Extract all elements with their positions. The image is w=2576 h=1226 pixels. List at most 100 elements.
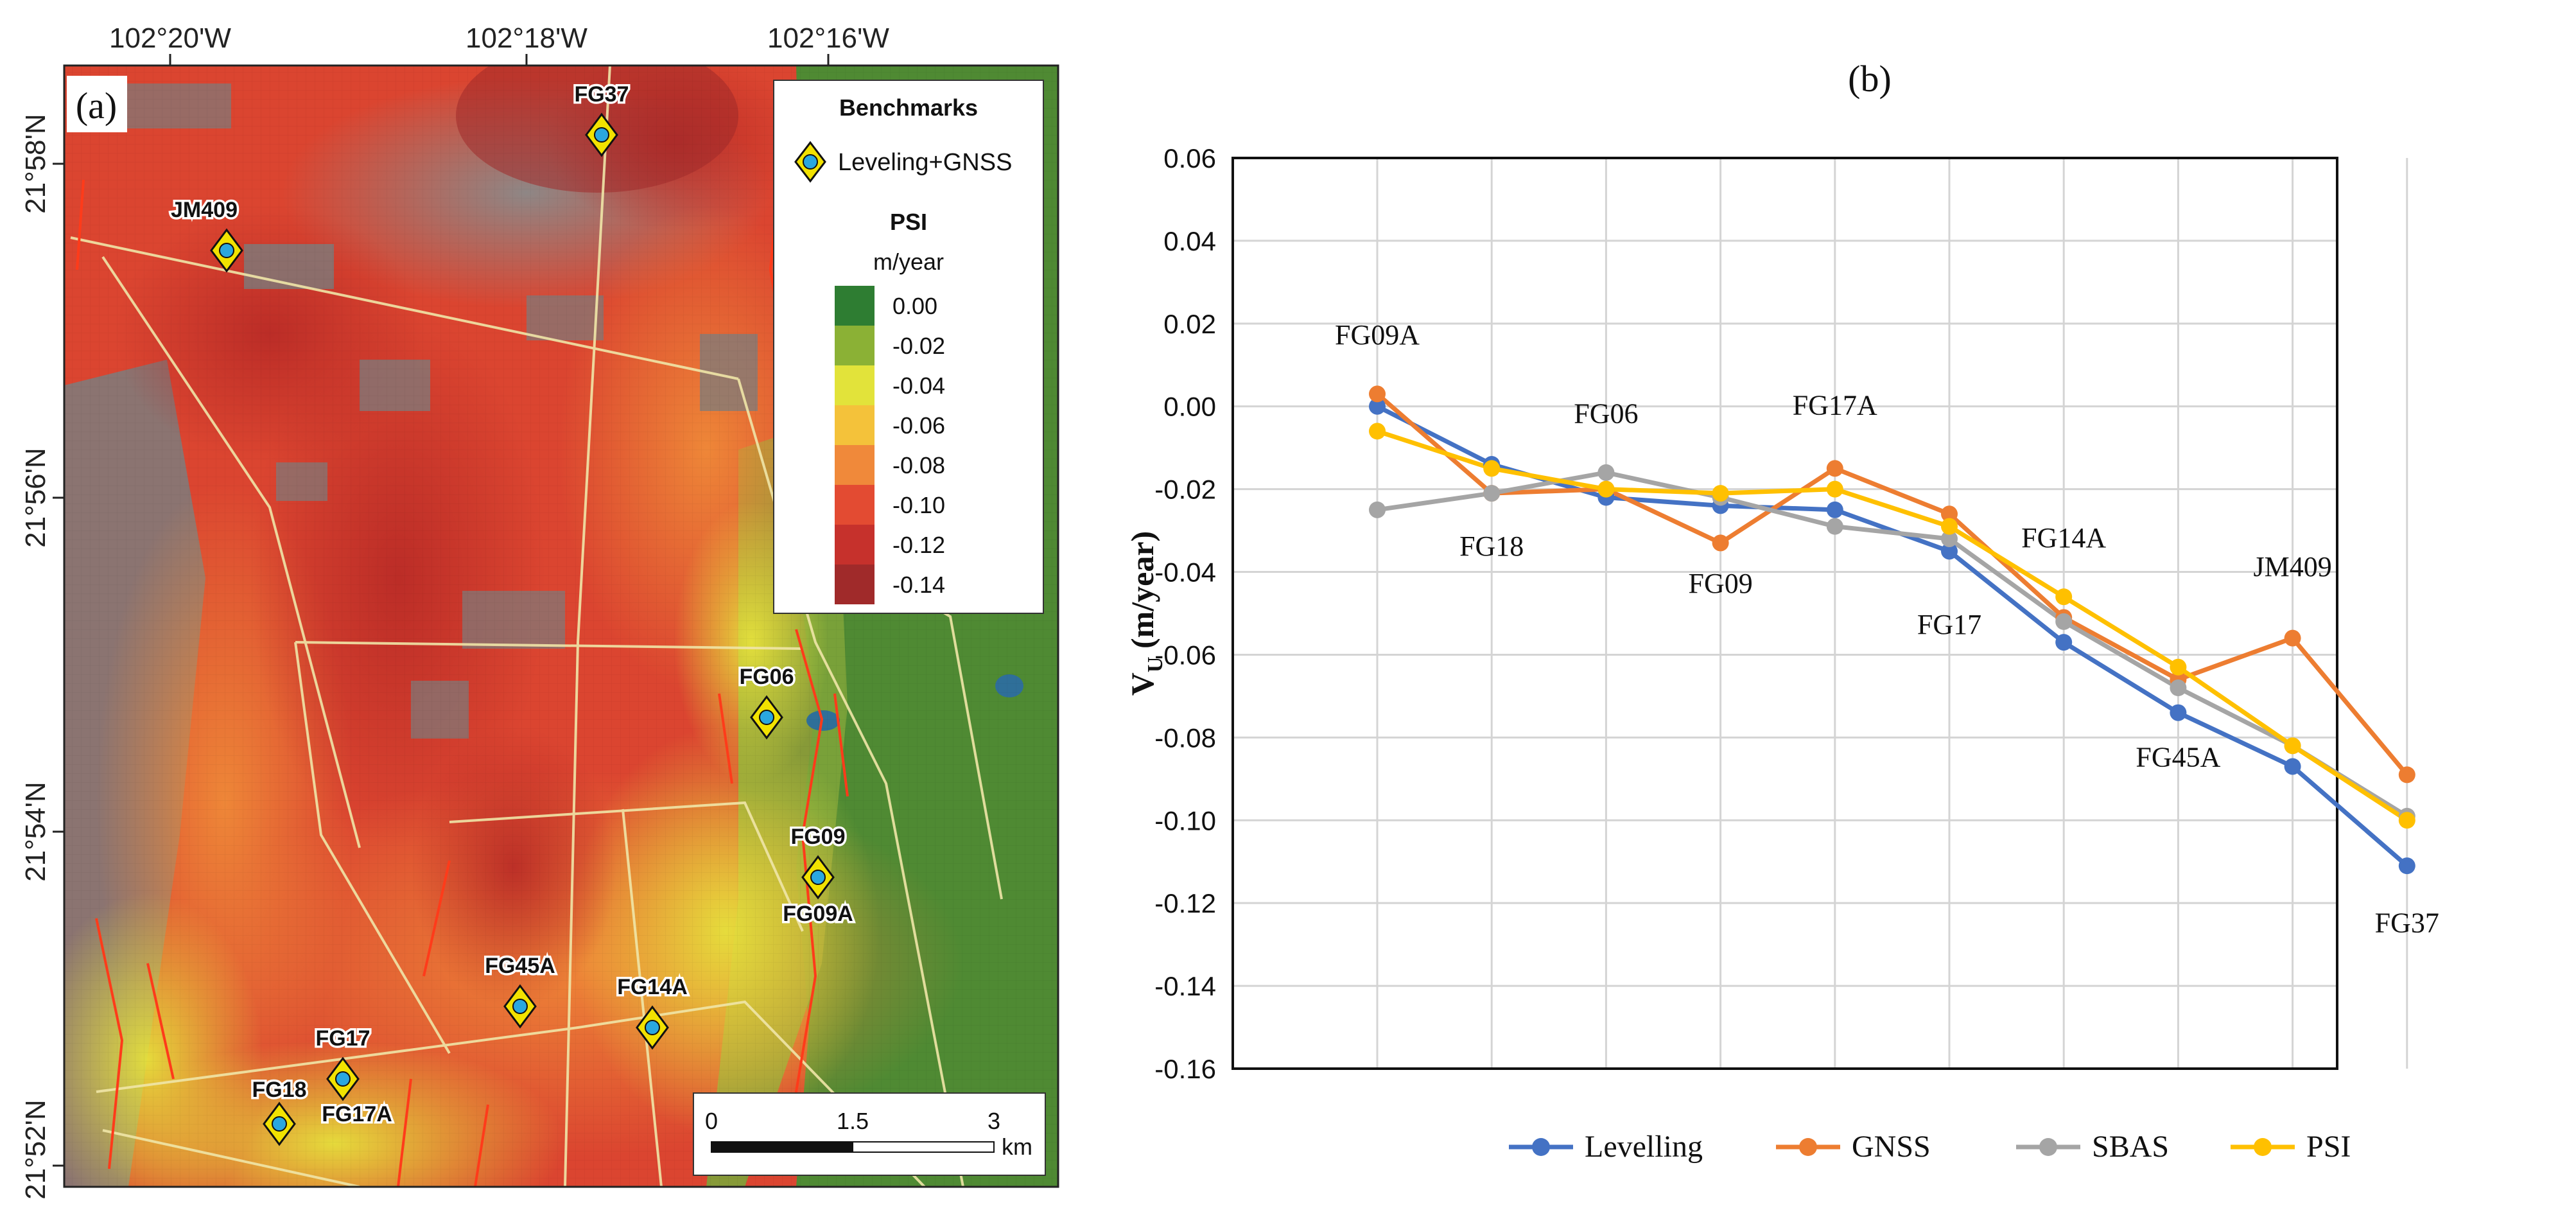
- legend-label-psi: PSI: [2306, 1130, 2351, 1164]
- y-tick-label: -0.12: [1154, 888, 1216, 918]
- station-label: FG18: [252, 1078, 306, 1102]
- station-label: FG14A: [617, 975, 688, 999]
- data-point-psi: [1597, 480, 1615, 498]
- data-point-levelling: [2284, 758, 2301, 775]
- data-point-sbas: [1826, 518, 1843, 535]
- graticule-ticks: [53, 54, 830, 1167]
- legend-swatch: [835, 485, 875, 525]
- data-point-psi: [1712, 485, 1729, 502]
- y-tick-label: -0.08: [1154, 722, 1216, 753]
- legend-value: -0.12: [892, 532, 945, 558]
- y-tick-label: -0.02: [1154, 475, 1216, 505]
- station-label: FG45A: [485, 954, 555, 978]
- legend-value: -0.04: [892, 372, 945, 399]
- legend-swatch: [835, 525, 875, 565]
- point-annotation: FG45A: [2136, 741, 2220, 773]
- road-network: [70, 66, 1003, 1187]
- y-tick-label: 0.00: [1163, 392, 1216, 422]
- legend-value: 0.00: [892, 293, 937, 319]
- point-annotation: FG09: [1688, 568, 1752, 599]
- legend-value: -0.06: [892, 412, 945, 439]
- legend-benchmark-type: Leveling+GNSS: [838, 149, 1012, 176]
- data-point-gnss: [1941, 505, 1958, 523]
- lat-tick-label: 21°52'N: [20, 1099, 51, 1200]
- data-point-levelling: [1369, 398, 1386, 415]
- scale-segment-white: [852, 1141, 995, 1153]
- map-panel: 102°20'W 102°18'W 102°16'W 21°58'N 21°56…: [0, 0, 1092, 1223]
- data-point-psi: [1483, 460, 1501, 477]
- data-point-psi: [1826, 480, 1843, 498]
- legend-swatch: [835, 405, 875, 445]
- scale-bar: 0 1.5 3 km: [693, 1092, 1046, 1176]
- point-annotation: FG06: [1574, 398, 1638, 430]
- series-layer: [1369, 385, 2415, 875]
- y-axis-ticks: 0.06 0.04 0.02 0.00 -0.02 -0.04 -0.06 -0.08 -0.1…: [1154, 143, 1216, 1084]
- y-axis-label: VU (m/year): [1124, 531, 1167, 696]
- panel-label-a: (a): [76, 85, 117, 127]
- data-point-psi: [1369, 423, 1386, 440]
- legend-benchmarks-title: Benchmarks: [839, 94, 978, 121]
- data-point-psi: [2284, 737, 2301, 755]
- legend-swatch: [835, 445, 875, 485]
- data-point-gnss: [2398, 766, 2415, 784]
- benchmark-diamond-icon: [794, 141, 826, 183]
- data-point-levelling: [2398, 857, 2415, 875]
- station-marker-icon: [750, 695, 783, 740]
- station-label: FG17A: [322, 1102, 392, 1126]
- station-marker-icon: [585, 112, 618, 157]
- data-point-levelling: [2170, 704, 2187, 721]
- data-point-gnss: [1712, 534, 1729, 552]
- point-annotation: FG17: [1917, 609, 1981, 640]
- station-marker-icon: [263, 1101, 296, 1146]
- lat-tick-label: 21°58'N: [20, 114, 51, 214]
- lat-tick-label: 21°54'N: [20, 782, 51, 882]
- lon-tick-label: 102°20'W: [109, 22, 231, 54]
- legend-value: -0.02: [892, 333, 945, 359]
- y-tick-label: 0.02: [1163, 309, 1216, 339]
- plot-frame: [1231, 157, 2338, 1070]
- point-annotation: FG09A: [1335, 319, 1420, 351]
- legend-psi-title: PSI: [890, 209, 927, 235]
- legend-label-levelling: Levelling: [1585, 1130, 1703, 1164]
- legend-swatch: [835, 365, 875, 405]
- station-marker-icon: [210, 228, 243, 273]
- y-tick-label: -0.10: [1154, 805, 1216, 836]
- data-point-sbas: [1369, 501, 1386, 518]
- station-marker-icon: [503, 984, 537, 1029]
- y-tick-label: -0.14: [1154, 971, 1216, 1001]
- lat-tick-label: 21°56'N: [20, 448, 51, 548]
- station-label: FG17: [315, 1026, 370, 1051]
- legend-marker-sbas: [2039, 1138, 2057, 1156]
- scale-unit: km: [1002, 1134, 1032, 1160]
- legend-swatch: [835, 565, 875, 604]
- data-point-sbas: [1941, 530, 1958, 547]
- data-point-sbas: [2170, 679, 2187, 697]
- point-annotation: FG17A: [1793, 390, 1877, 421]
- y-tick-label: -0.06: [1154, 640, 1216, 670]
- legend-marker-psi: [2254, 1138, 2272, 1156]
- station-marker-icon: [326, 1056, 360, 1101]
- station-marker-icon: [636, 1005, 669, 1050]
- station-label: JM409: [171, 198, 238, 222]
- legend-value: -0.14: [892, 572, 945, 598]
- scale-tick-label: 0: [705, 1108, 718, 1134]
- station-marker-icon: [801, 855, 835, 900]
- station-markers: FG37 JM409 FG06 FG09 FG09A FG45A FG14A FG17 FG17…: [169, 80, 855, 1146]
- data-point-levelling: [1941, 543, 1958, 560]
- legend-psi-unit: m/year: [873, 249, 944, 275]
- point-annotations: FG09A FG18 FG06 FG09 FG17A FG17 FG14A FG45A JM40…: [1335, 319, 2439, 938]
- data-point-sbas: [1597, 464, 1615, 481]
- lon-tick-label: 102°16'W: [767, 22, 889, 54]
- data-point-sbas: [1483, 485, 1501, 502]
- data-point-psi: [2170, 658, 2187, 676]
- series-line-sbas: [1377, 470, 2408, 818]
- legend-swatch: [835, 286, 875, 326]
- panel-label-box: [67, 76, 127, 132]
- scale-segment-black: [711, 1141, 853, 1153]
- station-label: FG37: [574, 82, 629, 107]
- scale-tick-label: 1.5: [837, 1108, 869, 1134]
- legend-marker-levelling: [1532, 1138, 1550, 1156]
- point-annotation: FG37: [2375, 907, 2439, 938]
- station-label: FG09A: [783, 902, 853, 926]
- y-tick-label: -0.04: [1154, 557, 1216, 588]
